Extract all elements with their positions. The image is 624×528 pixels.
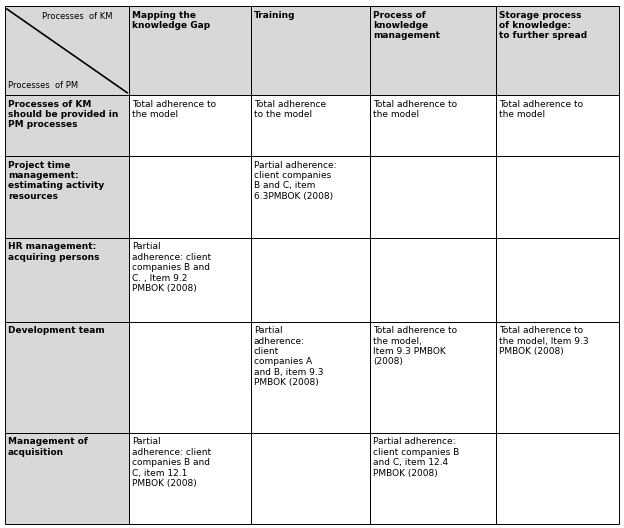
Text: HR management:
acquiring persons: HR management: acquiring persons	[8, 242, 100, 262]
Text: Processes of KM
should be provided in
PM processes: Processes of KM should be provided in PM…	[8, 100, 119, 129]
Bar	[496, 156, 619, 238]
Bar	[251, 433, 370, 524]
Text: Total adherence to
the model: Total adherence to the model	[499, 100, 583, 119]
Bar	[5, 6, 129, 96]
Bar	[251, 96, 370, 156]
Bar	[370, 322, 496, 433]
Text: Processes  of KM: Processes of KM	[42, 12, 113, 21]
Text: Total adherence to
the model, Item 9.3
PMBOK (2008): Total adherence to the model, Item 9.3 P…	[499, 326, 589, 356]
Text: Total adherence
to the model: Total adherence to the model	[254, 100, 326, 119]
Bar	[370, 433, 496, 524]
Bar	[5, 96, 129, 156]
Bar	[251, 322, 370, 433]
Bar	[496, 96, 619, 156]
Text: Storage process
of knowledge:
to further spread: Storage process of knowledge: to further…	[499, 11, 587, 40]
Bar	[251, 6, 370, 96]
Text: Training: Training	[254, 11, 295, 20]
Text: Process of
knowledge
management: Process of knowledge management	[373, 11, 441, 40]
Text: Partial
adherence: client
companies B and
C. , Item 9.2
PMBOK (2008): Partial adherence: client companies B an…	[132, 242, 212, 293]
Text: Partial
adherence: client
companies B and
C, item 12.1
PMBOK (2008): Partial adherence: client companies B an…	[132, 437, 212, 488]
Bar	[370, 96, 496, 156]
Bar	[5, 238, 129, 322]
Text: Partial adherence:
client companies
B and C, item
6.3PMBOK (2008): Partial adherence: client companies B an…	[254, 161, 336, 201]
Bar	[496, 322, 619, 433]
Bar	[129, 6, 251, 96]
Text: Total adherence to
the model,
Item 9.3 PMBOK
(2008): Total adherence to the model, Item 9.3 P…	[373, 326, 457, 366]
Bar	[5, 156, 129, 238]
Bar	[129, 96, 251, 156]
Text: Management of
acquisition: Management of acquisition	[8, 437, 88, 457]
Text: Total adherence to
the model: Total adherence to the model	[373, 100, 457, 119]
Bar	[129, 238, 251, 322]
Bar	[496, 238, 619, 322]
Bar	[496, 6, 619, 96]
Text: Development team: Development team	[8, 326, 105, 335]
Text: Partial adherence:
client companies B
and C, item 12.4
PMBOK (2008): Partial adherence: client companies B an…	[373, 437, 460, 478]
Bar	[129, 156, 251, 238]
Bar	[129, 433, 251, 524]
Bar	[129, 322, 251, 433]
Bar	[251, 238, 370, 322]
Bar	[251, 156, 370, 238]
Text: Mapping the
knowledge Gap: Mapping the knowledge Gap	[132, 11, 210, 30]
Text: Total adherence to
the model: Total adherence to the model	[132, 100, 217, 119]
Bar	[370, 6, 496, 96]
Bar	[496, 433, 619, 524]
Bar	[5, 433, 129, 524]
Text: Project time
management:
estimating activity
resources: Project time management: estimating acti…	[8, 161, 104, 201]
Text: Partial
adherence:
client
companies A
and B, item 9.3
PMBOK (2008): Partial adherence: client companies A an…	[254, 326, 323, 387]
Bar	[370, 156, 496, 238]
Text: Processes  of PM: Processes of PM	[8, 81, 78, 90]
Bar	[5, 322, 129, 433]
Bar	[370, 238, 496, 322]
